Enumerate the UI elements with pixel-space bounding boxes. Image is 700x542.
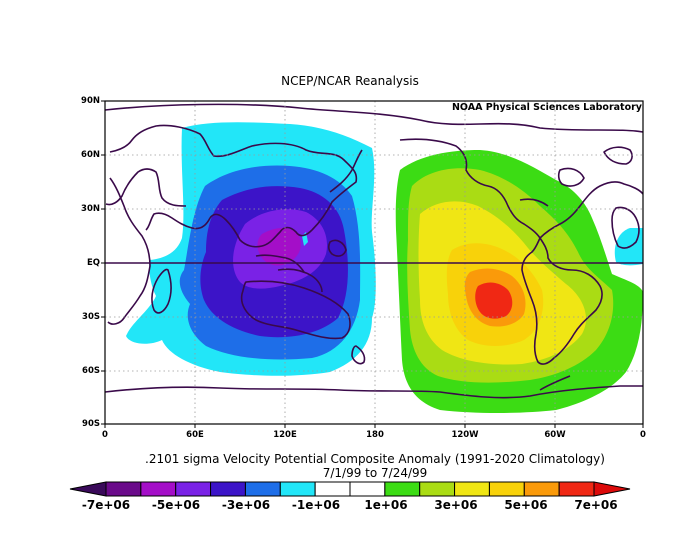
lon-label-60w: 60W [544,430,566,440]
lon-label-60e: 60E [186,430,204,440]
colorbar-swatch [384,481,421,497]
lon-label-0-right: 0 [640,430,646,440]
lat-label-60n: 60N [81,150,100,160]
colorbar-swatch [175,481,212,497]
colorbar-swatch [419,481,456,497]
colorbar-high-triangle [593,481,631,497]
positive-anomaly-field [395,150,643,413]
lat-label-60s: 60S [82,366,100,376]
colorbar-swatch [210,481,246,497]
colorbar-label: 1e+06 [364,498,408,512]
lat-label-30n: 30N [81,204,100,214]
colorbar-swatch [244,481,281,497]
colorbar-swatch [349,481,386,497]
colorbar-swatch [314,481,351,497]
caption-variable: .2101 sigma Velocity Potential Composite… [145,452,605,466]
colorbar-label: -7e+06 [81,498,131,512]
coastlines [105,103,643,399]
colorbar-label: 7e+06 [574,498,618,512]
lon-label-120w: 120W [451,430,479,440]
colorbar-swatch [488,481,525,497]
lat-label-90n: 90N [81,96,100,106]
colorbar-swatch [279,481,316,497]
credit-label: NOAA Physical Sciences Laboratory [451,102,642,113]
colorbar-swatch [558,481,595,497]
colorbar-label: -3e+06 [221,498,271,512]
colorbar-label: 5e+06 [504,498,548,512]
colorbar-label: 3e+06 [434,498,478,512]
colorbar-label: -1e+06 [291,498,341,512]
lat-label-eq: EQ [86,258,100,268]
colorbar-swatch [105,481,142,497]
map-title: NCEP/NCAR Reanalysis [281,74,419,88]
negative-anomaly-field [126,122,643,376]
axis-ticks [101,100,644,428]
colorbar [69,481,631,497]
caption-date-range: 7/1/99 to 7/24/99 [322,466,428,480]
lon-label-180: 180 [366,430,384,440]
colorbar-swatch [140,481,177,497]
lon-label-120e: 120E [273,430,297,440]
colorbar-low-triangle [69,481,107,497]
lat-label-90s: 90S [82,419,100,429]
lat-label-30s: 30S [82,312,100,322]
lon-label-0-left: 0 [102,430,108,440]
colorbar-swatch [454,481,490,497]
colorbar-swatch [523,481,560,497]
colorbar-label: -5e+06 [151,498,201,512]
